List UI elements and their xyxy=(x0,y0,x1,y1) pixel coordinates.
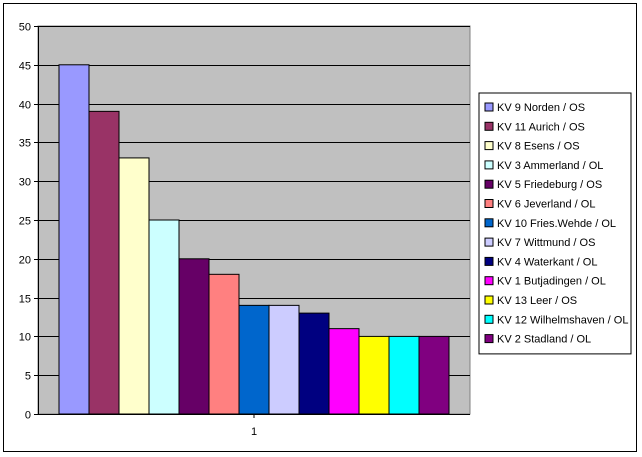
y-tick-label: 15 xyxy=(19,294,31,306)
bar-12 xyxy=(388,335,420,415)
legend-swatch-12 xyxy=(484,314,494,324)
legend-entry-2: KV 11 Aurich / OS xyxy=(497,121,585,133)
legend-swatch-8 xyxy=(484,237,494,247)
bar-10 xyxy=(328,328,360,415)
legend-swatch-2 xyxy=(484,121,494,131)
legend-swatch-4 xyxy=(484,160,494,170)
y-tick-label: 35 xyxy=(19,138,31,150)
legend-entry-3: KV 8 Esens / OS xyxy=(497,141,580,153)
y-tick-label: 10 xyxy=(19,332,31,344)
legend-swatch-6 xyxy=(484,199,494,208)
legend-swatch-9 xyxy=(484,256,494,266)
bar-7 xyxy=(238,304,270,415)
bar-1 xyxy=(58,64,90,415)
bar-3 xyxy=(118,157,150,415)
y-tick-label: 20 xyxy=(19,255,31,267)
legend-swatch-3 xyxy=(484,141,494,151)
legend-entry-10: KV 1 Butjadingen / OL xyxy=(497,276,606,288)
bar-5 xyxy=(178,258,210,415)
legend-swatch-10 xyxy=(484,276,494,286)
legend-swatch-7 xyxy=(484,218,494,228)
y-tick-label: 30 xyxy=(19,177,31,189)
y-tick-label: 45 xyxy=(19,61,31,73)
legend-swatch-5 xyxy=(484,179,494,189)
legend-swatch-13 xyxy=(484,334,494,344)
legend-entry-13: KV 2 Stadland / OL xyxy=(497,334,591,346)
legend-entry-11: KV 13 Leer / OS xyxy=(497,295,577,307)
bar-13 xyxy=(418,335,450,415)
bar-8 xyxy=(268,304,300,415)
y-tick-label: 50 xyxy=(19,22,31,34)
legend-entry-1: KV 9 Norden / OS xyxy=(497,102,585,114)
legend-swatch-11 xyxy=(484,295,494,305)
legend-entry-12: KV 12 Wilhelmshaven / OL xyxy=(497,314,628,326)
legend-entry-6: KV 6 Jeverland / OL xyxy=(497,199,595,211)
legend xyxy=(478,92,632,355)
y-tick-label: 40 xyxy=(19,100,31,112)
legend-entry-5: KV 5 Friedeburg / OS xyxy=(497,179,602,191)
legend-entry-4: KV 3 Ammerland / OL xyxy=(497,160,603,172)
bar-2 xyxy=(88,110,120,415)
y-tick-label: 0 xyxy=(25,410,31,422)
legend-entry-9: KV 4 Waterkant / OL xyxy=(497,256,597,268)
legend-entry-8: KV 7 Wittmund / OS xyxy=(497,237,595,249)
bar-9 xyxy=(298,312,330,415)
legend-entry-7: KV 10 Fries.Wehde / OL xyxy=(497,218,616,230)
legend-swatch-1 xyxy=(484,102,494,112)
y-tick-label: 5 xyxy=(25,371,31,383)
y-tick-label: 25 xyxy=(19,216,31,228)
x-tick-label: 1 xyxy=(251,426,257,438)
bar-11 xyxy=(358,335,390,415)
bar-4 xyxy=(148,219,180,415)
bar-6 xyxy=(208,273,240,415)
